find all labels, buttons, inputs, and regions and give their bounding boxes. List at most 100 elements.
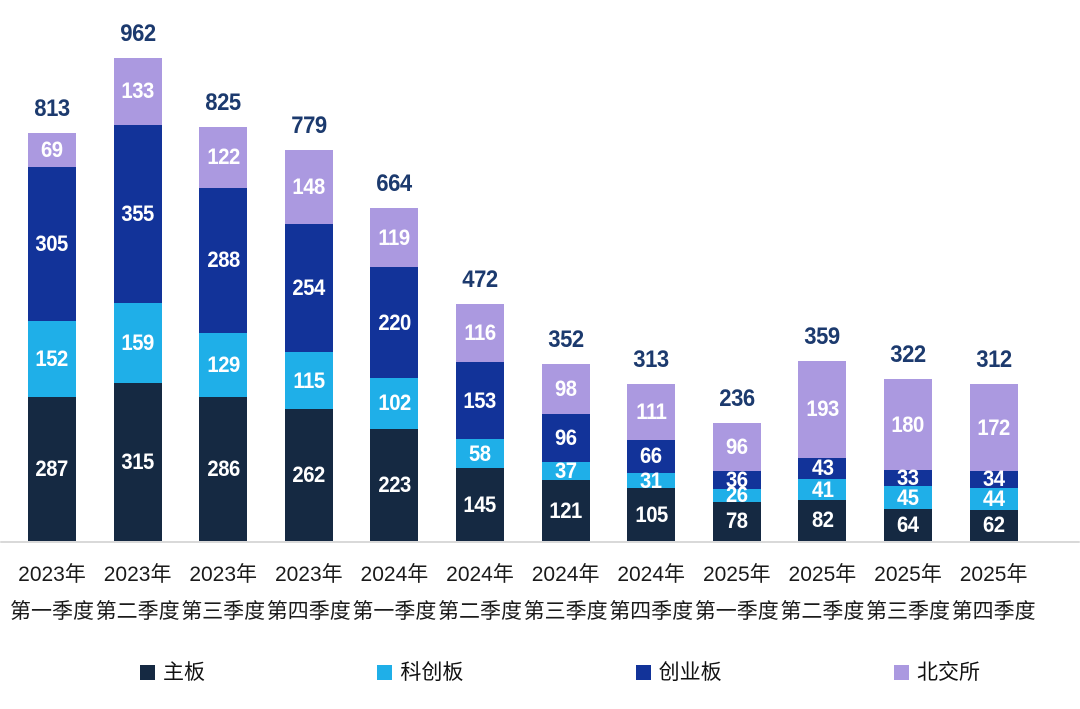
- segment-value-label: 105: [634, 501, 668, 527]
- segment-value-label: 145: [463, 491, 497, 517]
- bar-segment-chinext: 220: [370, 267, 419, 378]
- category-year: 2023年: [18, 563, 86, 586]
- segment-value-label: 315: [121, 448, 154, 474]
- category-year: 2025年: [702, 563, 771, 586]
- bar-group: 82 41 43 193 359: [798, 324, 847, 541]
- segment-value-label: 122: [206, 144, 240, 170]
- bar-group: 286 129 288 122 825: [199, 90, 248, 541]
- bar-segment-star-market: 129: [199, 332, 248, 398]
- bar-segment-bse: 116: [456, 304, 504, 363]
- segment-value-label: 111: [636, 398, 667, 424]
- category-year: 2024年: [531, 563, 600, 586]
- bar-segment-star-market: 115: [284, 351, 333, 410]
- bar-total-label: 313: [633, 345, 669, 373]
- segment-value-label: 31: [640, 467, 662, 493]
- category-quarter: 第四季度: [609, 600, 694, 623]
- bar-segment-star-market: 58: [456, 439, 504, 469]
- bar-group: 78 26 36 96 236: [712, 386, 761, 541]
- bar-segment-chinext: 43: [798, 455, 847, 481]
- category-quarter: 第二季度: [438, 600, 522, 623]
- category-year: 2025年: [959, 563, 1028, 586]
- bar-segment-chinext: 96: [541, 413, 590, 462]
- bar-group: 223 102 220 119 664: [370, 171, 419, 541]
- segment-value-label: 223: [378, 472, 411, 498]
- segment-value-label: 287: [35, 455, 69, 481]
- segment-value-label: 64: [897, 511, 919, 537]
- segment-value-label: 34: [982, 466, 1005, 492]
- bar-total-label: 236: [719, 384, 755, 412]
- bar-total-label: 322: [890, 341, 926, 369]
- segment-value-label: 82: [811, 507, 834, 533]
- bar-total-label: 359: [804, 322, 841, 350]
- segment-value-label: 254: [292, 274, 326, 300]
- bar-total-label: 664: [376, 169, 413, 197]
- bar-total-label: 813: [34, 94, 70, 122]
- category-quarter: 第二季度: [95, 600, 180, 623]
- bar-segment-bse: 111: [627, 383, 676, 440]
- segment-value-label: 69: [41, 137, 63, 163]
- bar-group: 64 45 33 180 322: [884, 343, 932, 541]
- category-label: 2024年第三季度: [511, 556, 621, 630]
- bar-group: 262 115 254 148 779: [284, 113, 333, 541]
- bar-total-label: 352: [547, 326, 584, 354]
- bar-group: 315 159 355 133 962: [113, 22, 162, 541]
- category-year: 2024年: [360, 563, 429, 586]
- bar-segment-chinext: 36: [712, 468, 761, 490]
- segment-value-label: 43: [811, 455, 834, 481]
- bar-segment-main-board: 121: [541, 480, 590, 541]
- bar-segment-chinext: 34: [969, 466, 1018, 492]
- bar-segment-main-board: 78: [712, 501, 761, 541]
- category-quarter: 第四季度: [266, 600, 351, 623]
- bar-segment-star-market: 26: [712, 484, 761, 506]
- segment-value-label: 115: [293, 367, 325, 393]
- segment-value-label: 305: [35, 231, 69, 257]
- bar-segment-bse: 133: [113, 58, 162, 125]
- legend-item-star-market: 科创板: [377, 662, 463, 683]
- bar-segment-bse: 119: [370, 207, 419, 268]
- bar-segment-chinext: 254: [284, 224, 333, 352]
- bar-segment-main-board: 287: [28, 396, 76, 541]
- bar-segment-chinext: 355: [113, 124, 162, 304]
- category-quarter: 第四季度: [951, 600, 1036, 623]
- bar-group: 287 152 305 69 813: [28, 96, 76, 541]
- bar-segment-star-market: 41: [798, 478, 847, 500]
- bar-segment-chinext: 33: [884, 465, 932, 491]
- bar-segment-main-board: 105: [627, 488, 676, 541]
- segment-value-label: 58: [469, 440, 491, 466]
- segment-value-label: 286: [206, 456, 240, 482]
- segment-value-label: 44: [982, 485, 1005, 511]
- legend-swatch-main-board: [140, 664, 155, 680]
- segment-value-label: 129: [206, 352, 240, 378]
- segment-value-label: 172: [977, 414, 1010, 440]
- bar-segment-main-board: 145: [456, 468, 504, 541]
- segment-value-label: 180: [891, 411, 925, 437]
- segment-value-label: 102: [378, 390, 411, 416]
- segment-value-label: 37: [554, 457, 577, 483]
- bar-segment-chinext: 305: [28, 167, 76, 321]
- category-label: 2024年 第一季度: [339, 556, 449, 630]
- bar-segment-main-board: 286: [199, 397, 248, 541]
- bar-segment-bse: 172: [969, 384, 1018, 471]
- category-label: 2023年 第四季度: [254, 556, 364, 630]
- x-axis-labels: 2023年 第一季度 2023年 第二季度 2023年 第三季度 2023年 第四季度 2024…: [0, 556, 1080, 636]
- segment-value-label: 193: [806, 396, 839, 422]
- segment-value-label: 262: [292, 462, 326, 488]
- category-label: 2025年 第一季度: [682, 556, 792, 630]
- segment-value-label: 98: [554, 375, 577, 401]
- category-year: 2024年: [446, 563, 514, 586]
- segment-value-label: 78: [725, 508, 748, 534]
- segment-value-label: 33: [897, 465, 919, 491]
- segment-value-label: 45: [897, 484, 919, 510]
- category-quarter: 第三季度: [523, 600, 608, 623]
- segment-value-label: 152: [35, 345, 69, 371]
- category-quarter: 第三季度: [181, 600, 266, 623]
- bar-segment-star-market: 152: [28, 320, 76, 397]
- category-label: 2025年 第二季度: [767, 556, 877, 630]
- category-quarter: 第三季度: [866, 600, 950, 623]
- bar-segment-bse: 122: [199, 126, 248, 189]
- bar-group: 145 58 153 116 472: [456, 268, 504, 541]
- segment-value-label: 66: [640, 443, 662, 469]
- segment-value-label: 153: [463, 387, 497, 413]
- bar-segment-star-market: 102: [370, 377, 419, 430]
